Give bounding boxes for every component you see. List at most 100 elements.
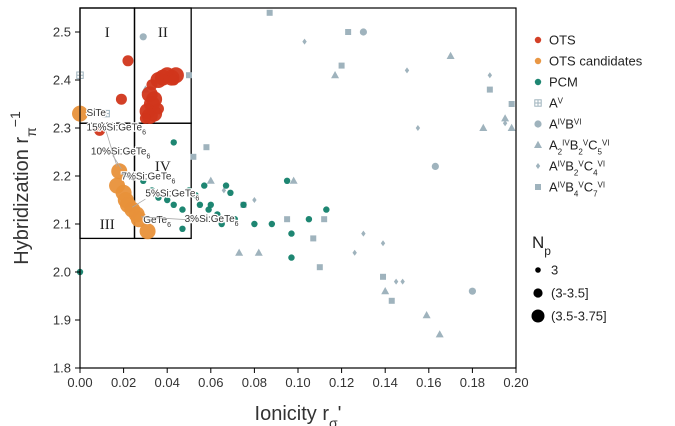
y-tick-label-5: 2.3: [53, 121, 71, 136]
point-series4-0: [139, 33, 147, 41]
point-series2-5: [170, 201, 177, 208]
point-series2-6: [179, 206, 186, 213]
point-series2-0: [140, 177, 147, 184]
point-series6-10: [487, 72, 493, 79]
point-series7-10: [345, 29, 352, 35]
point-series7-13: [486, 86, 493, 93]
annotation-leader-5: [132, 198, 146, 208]
legend-label-4: AIVBVI: [549, 117, 581, 132]
point-series6-4: [361, 230, 366, 237]
point-series7-12: [388, 297, 395, 304]
y-tick-label-1: 1.9: [53, 313, 71, 328]
point-series6-9: [415, 125, 421, 131]
point-series7-5: [266, 9, 273, 16]
point-series6-3: [352, 249, 357, 256]
annotation-label-0: SiTe: [87, 108, 107, 119]
annotation-leader-3: [141, 216, 187, 221]
point-series3-1: [102, 109, 110, 118]
size-legend-title: Np: [532, 233, 551, 258]
point-series7-3: [203, 144, 210, 151]
x-tick-label-5: 0.10: [285, 375, 310, 390]
point-series5-9: [446, 51, 455, 59]
point-series5-7: [422, 311, 431, 319]
point-series6-7: [400, 278, 405, 285]
point-series5-12: [507, 123, 516, 131]
legend-label-1: OTS candidates: [549, 54, 643, 69]
x-tick-label-7: 0.14: [373, 375, 398, 390]
point-series2-3: [164, 196, 171, 204]
point-series2-15: [218, 220, 225, 228]
point-series7-11: [380, 273, 387, 280]
point-series2-17: [227, 189, 234, 196]
point-series1-8: [130, 211, 147, 228]
point-series0-16: [139, 112, 151, 124]
size-legend-label-1: (3-3.5]: [551, 286, 589, 301]
legend-marker-1: [534, 57, 542, 65]
point-series0-8: [168, 74, 180, 86]
data-points: [72, 9, 516, 338]
point-series2-22: [283, 177, 291, 184]
annotations: SiTe15%Si:GeTe610%Si:GeTe67%Si:GeTe65%Si…: [85, 107, 240, 230]
point-series2-8: [185, 187, 193, 194]
legend-marker-7: [535, 184, 541, 190]
x-tick-label-1: 0.02: [111, 375, 136, 390]
point-series2-4: [170, 139, 177, 146]
legend-marker-5: [534, 140, 542, 148]
point-series7-14: [508, 101, 515, 107]
point-series2-21: [268, 220, 276, 228]
point-series7-8: [316, 264, 323, 271]
point-series2-16: [222, 182, 230, 189]
legend: OTS OTS candidates PCM AV AIVBVI A2IVB2VC5VI A…: [531, 33, 643, 324]
point-series2-26: [323, 206, 330, 213]
point-series4-2: [431, 162, 439, 170]
size-legend-label-2: (3.5-3.75]: [551, 309, 607, 324]
legend-label-7: AIVB4VC7VI: [549, 180, 605, 199]
y-tick-label-2: 2.0: [53, 265, 71, 280]
point-series2-12: [205, 206, 212, 213]
point-series0-2: [94, 124, 106, 136]
legend-label-5: A2IVB2VC5VI: [549, 138, 610, 157]
point-series7-6: [284, 216, 291, 223]
point-series5-8: [435, 330, 444, 338]
annotation-label-4: 5%Si:GeTe6: [145, 189, 199, 203]
point-series5-10: [479, 123, 488, 131]
region-label-IV: IV: [155, 159, 171, 175]
point-series2-13: [207, 201, 214, 208]
point-series5-11: [501, 114, 510, 122]
point-series7-15: [321, 216, 328, 223]
legend-label-0: OTS: [549, 33, 576, 48]
legend-label-2: PCM: [549, 75, 578, 90]
size-legend-marker-2: [531, 309, 545, 323]
point-series2-19: [240, 201, 247, 208]
point-series7-9: [338, 62, 345, 69]
point-series5-6: [381, 287, 390, 295]
axes: 0.00 0.02 0.04 0.06 0.08 0.10 0.12 0.14 0.16 0.18…: [7, 7, 529, 426]
legend-marker-6: [535, 163, 541, 169]
region-label-I: I: [105, 25, 110, 41]
point-series2-10: [196, 201, 204, 208]
point-series5-3: [254, 248, 263, 256]
point-series2-7: [179, 225, 186, 232]
point-series4-3: [468, 287, 476, 295]
annotation-leader-15: [105, 131, 118, 167]
point-series4-1: [359, 28, 367, 36]
point-series5-2: [235, 248, 244, 256]
point-series0-17: [152, 103, 164, 115]
x-tick-label-3: 0.06: [198, 375, 223, 390]
size-legend-marker-1: [533, 288, 543, 298]
point-series2-9: [192, 192, 199, 199]
point-series2-20: [251, 220, 258, 228]
point-series7-2: [190, 153, 197, 160]
point-series7-1: [186, 72, 192, 79]
y-tick-label-3: 2.1: [53, 217, 71, 232]
point-series2-2: [155, 194, 162, 201]
region-label-II: II: [158, 25, 168, 41]
legend-label-3: AV: [549, 96, 564, 111]
annotation-label-5: 3%Si:GeTe6: [185, 214, 239, 228]
x-tick-label-0: 0.00: [67, 375, 92, 390]
annotation-label-1: 15%Si:GeTe6: [87, 122, 147, 136]
x-tick-label-9: 0.18: [460, 375, 485, 390]
legend-marker-0: [534, 36, 542, 44]
y-tick-label-7: 2.5: [53, 25, 71, 40]
